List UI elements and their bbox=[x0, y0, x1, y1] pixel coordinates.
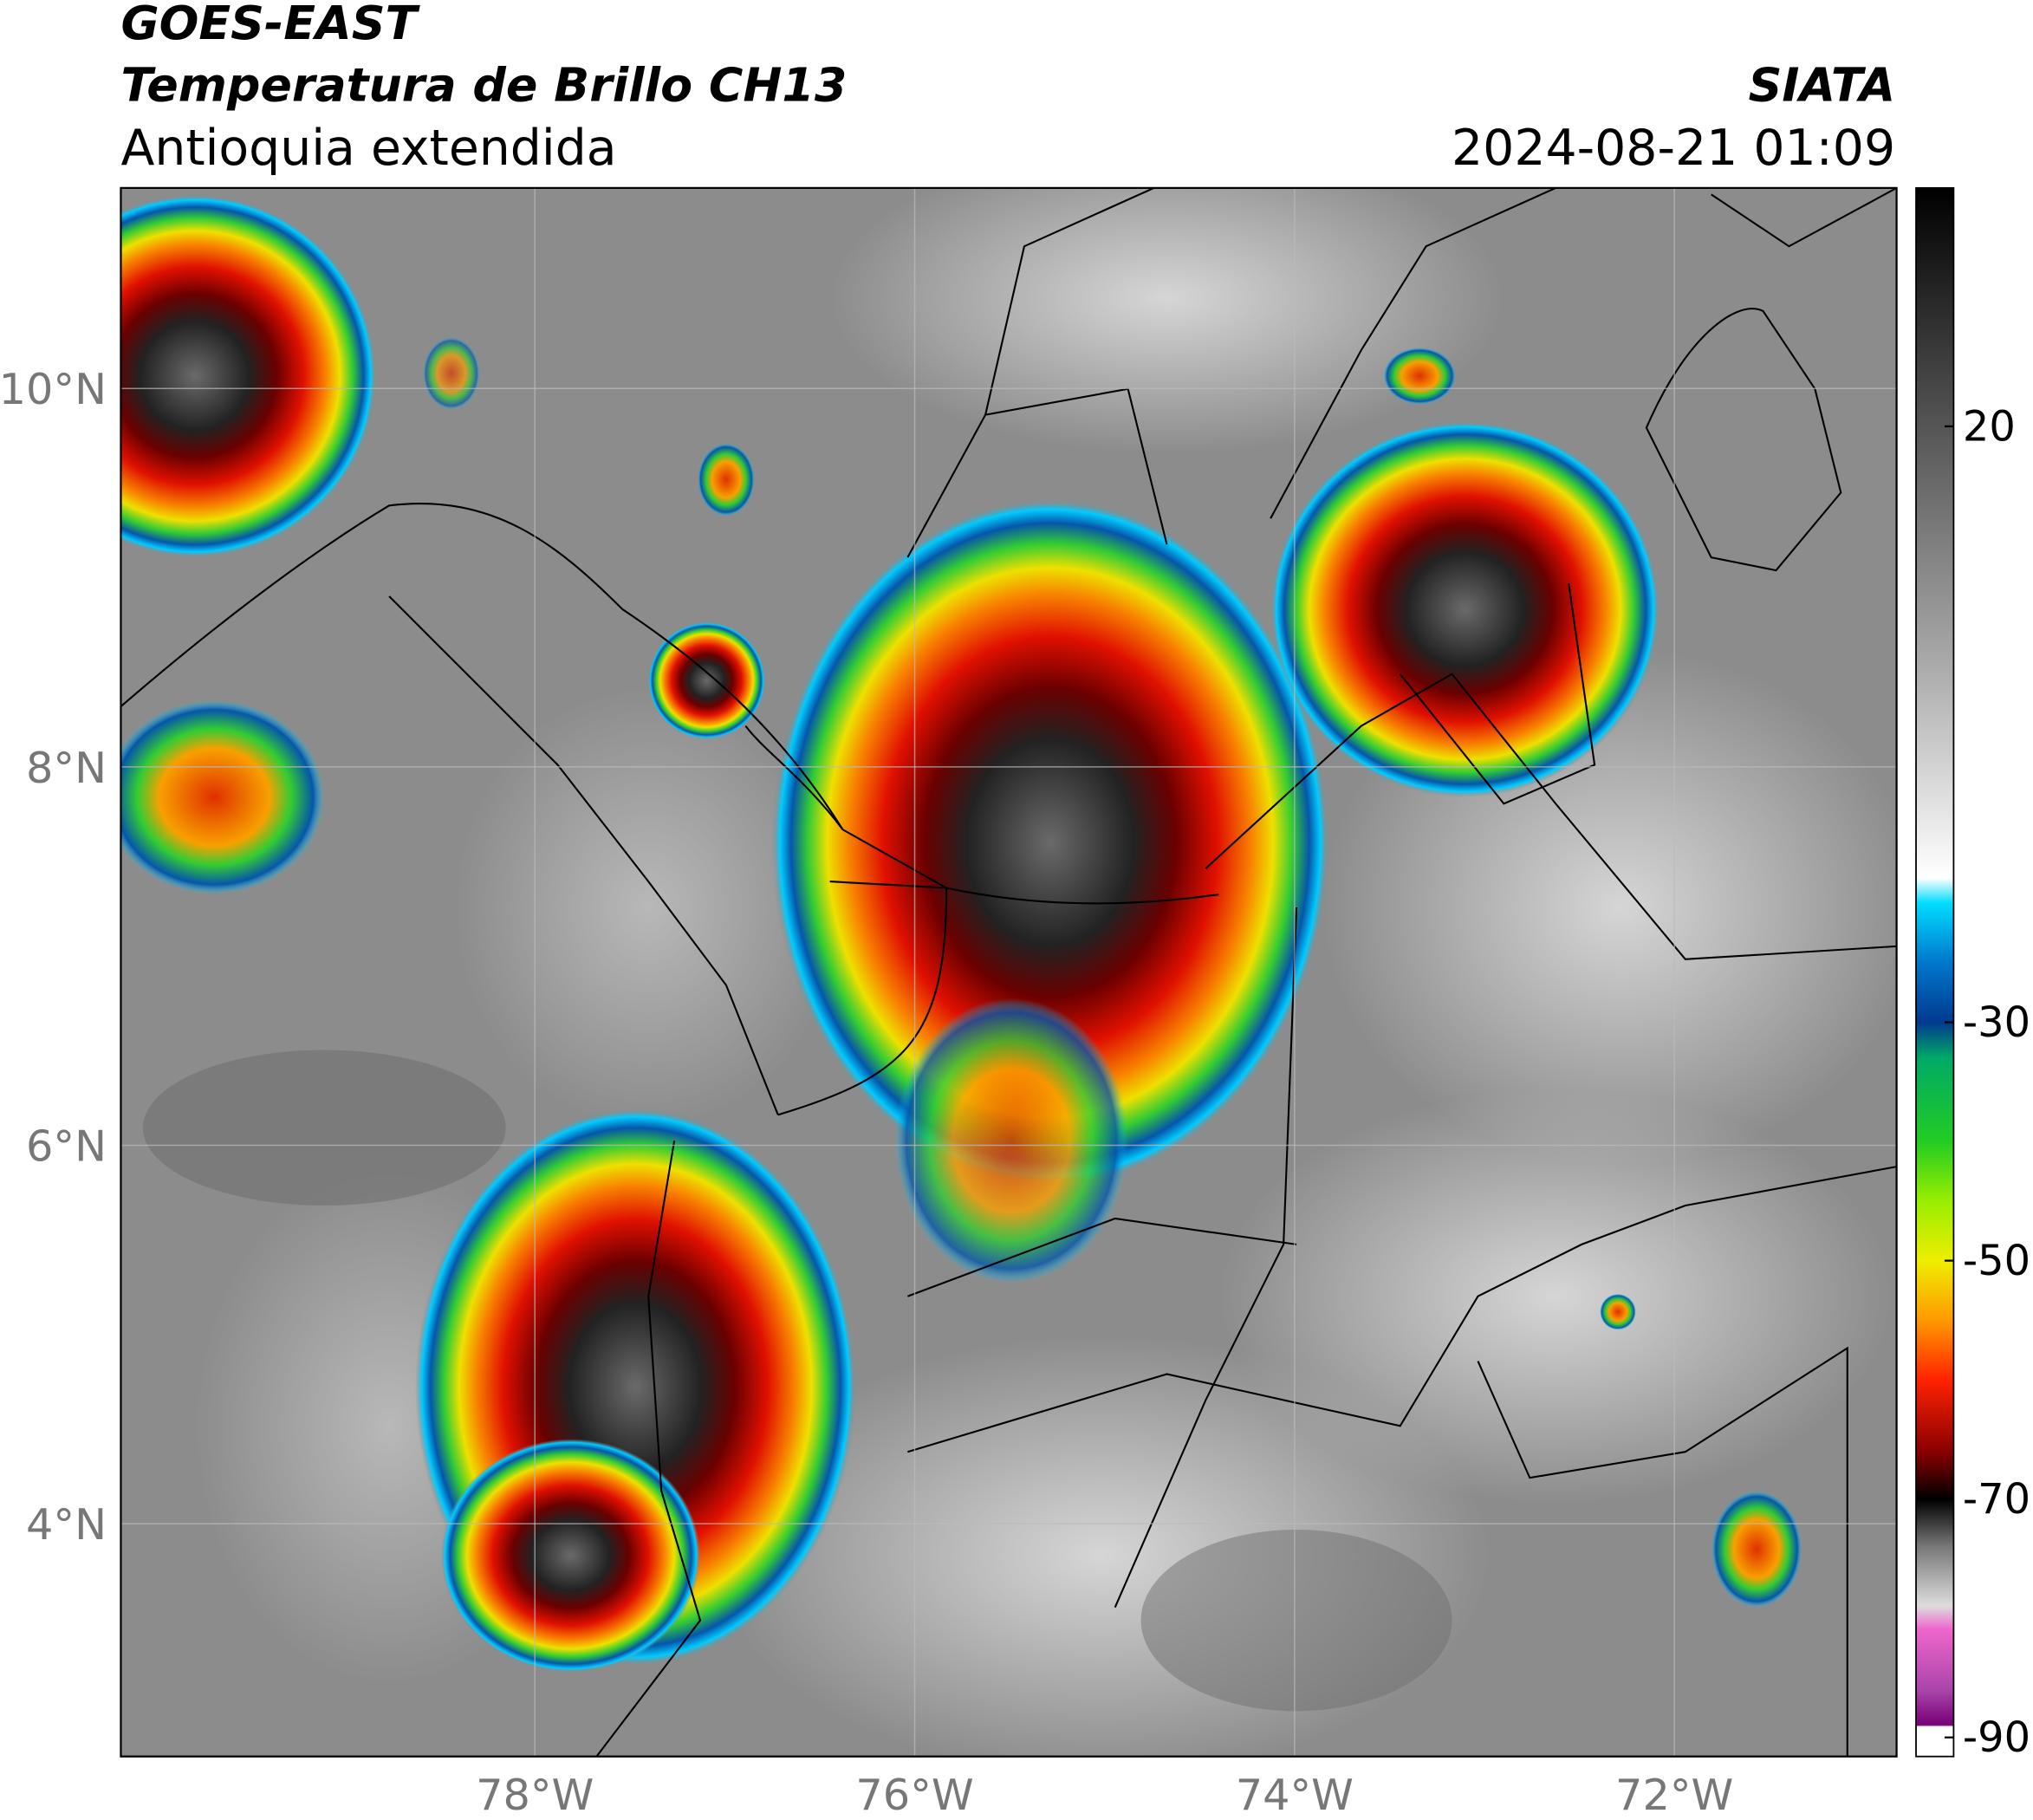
satellite-image bbox=[120, 187, 1897, 1757]
x-tick-label: 76°W bbox=[855, 1770, 973, 1820]
y-tick-label: 10°N bbox=[0, 364, 107, 414]
y-tick-label: 6°N bbox=[26, 1121, 107, 1172]
region: Antioquia extendida bbox=[120, 120, 616, 177]
grid bbox=[120, 187, 1897, 1757]
colorbar-tick-label: -70 bbox=[1963, 1476, 2030, 1524]
x-tick-label: 74°W bbox=[1236, 1770, 1354, 1820]
colorbar-tick-label: 20 bbox=[1963, 403, 2016, 451]
title: GOES-EAST bbox=[120, 0, 420, 50]
colorbar-tick-label: -50 bbox=[1963, 1238, 2030, 1285]
colorbar-tick-label: -30 bbox=[1963, 999, 2030, 1047]
subtitle: Temperatura de Brillo CH13 bbox=[120, 58, 847, 113]
x-tick-label: 72°W bbox=[1615, 1770, 1733, 1820]
y-tick-label: 4°N bbox=[26, 1499, 107, 1550]
colorbar-tick-label: -90 bbox=[1963, 1714, 2030, 1762]
x-tick-label: 78°W bbox=[476, 1770, 594, 1820]
source: SIATA bbox=[1749, 58, 1896, 113]
colorbar bbox=[1915, 186, 1955, 1758]
map-frame bbox=[120, 186, 1898, 1758]
datetime: 2024-08-21 01:09 bbox=[1452, 120, 1895, 177]
y-tick-label: 8°N bbox=[26, 743, 107, 793]
